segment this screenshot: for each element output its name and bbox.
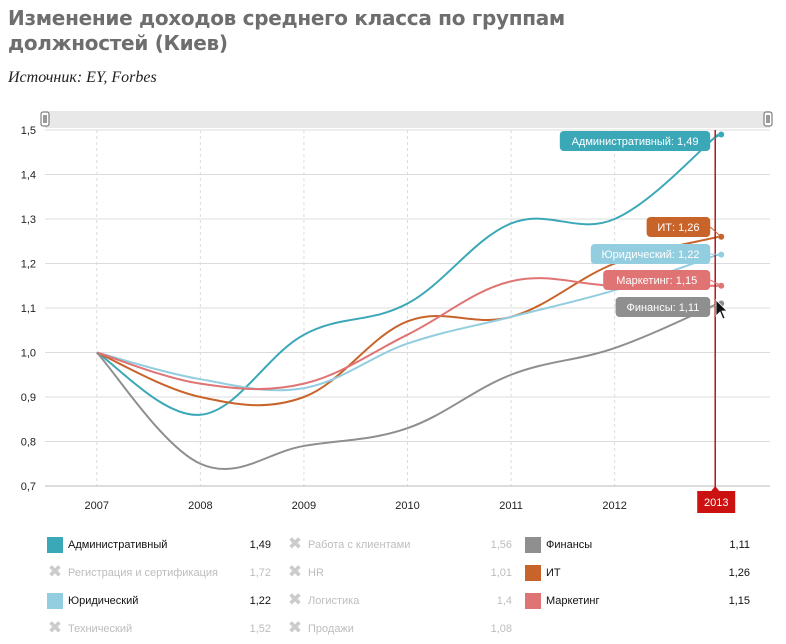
legend-item[interactable]: ✖ HR 1,01 <box>287 564 512 582</box>
legend-label: HR <box>308 567 324 579</box>
legend-value: 1,15 <box>728 595 750 607</box>
disabled-x-icon: ✖ <box>47 562 63 582</box>
legend-label: Юридический <box>68 595 139 607</box>
disabled-x-icon: ✖ <box>287 534 303 554</box>
mouse-cursor-icon <box>715 299 728 320</box>
x-tick-label: 2007 <box>85 500 109 512</box>
legend-label: Продажи <box>308 623 354 635</box>
tooltip-finance <box>615 297 711 317</box>
legend-label: Регистрация и сертификация <box>68 567 219 579</box>
legend-value: 1,52 <box>249 623 271 635</box>
tooltip-connector <box>709 279 722 287</box>
legend-value: 1,01 <box>490 567 512 579</box>
cursor-label-box <box>697 491 736 513</box>
legend-item[interactable]: ✖ Логистика 1,4 <box>287 592 512 610</box>
legend-value: 1,49 <box>249 539 271 551</box>
series-line-legal[interactable] <box>96 253 719 392</box>
tooltip-label-marketing: Маркетинг: 1,15 <box>616 275 697 287</box>
cursor-label-text: 2013 <box>704 497 728 509</box>
legend-label: Работа с клиентами <box>308 539 411 551</box>
legend-label: Маркетинг <box>546 595 600 607</box>
source-note: Источник: EY, Forbes <box>8 69 157 86</box>
legend-item[interactable]: Финансы 1,11 <box>525 536 750 554</box>
legend-item[interactable]: ✖ Продажи 1,08 <box>287 620 512 638</box>
range-selector-bar[interactable] <box>45 111 770 128</box>
legend-value: 1,4 <box>496 595 512 607</box>
x-tick-label: 2009 <box>292 500 316 512</box>
tooltip-legal <box>590 244 711 264</box>
tooltip-connector <box>709 134 722 142</box>
y-tick-label: 0,8 <box>21 437 36 449</box>
range-handle-right[interactable] <box>763 111 773 127</box>
legend-swatch <box>525 537 541 553</box>
legend-swatch <box>47 537 63 553</box>
tooltip-label-it: ИТ: 1,26 <box>657 222 699 234</box>
tooltip-label-legal: Юридический: 1,22 <box>602 249 700 261</box>
legend-item[interactable]: ✖ Работа с клиентами 1,56 <box>287 536 512 554</box>
series-line-admin[interactable] <box>96 133 719 416</box>
legend-value: 1,11 <box>729 539 750 551</box>
legend-item[interactable]: Маркетинг 1,15 <box>525 592 750 610</box>
legend-label: Технический <box>68 623 133 635</box>
legend-label: Административный <box>68 539 168 551</box>
y-tick-label: 0,9 <box>21 392 36 404</box>
legend-value: 1,22 <box>249 595 271 607</box>
legend-swatch <box>525 565 541 581</box>
disabled-x-icon: ✖ <box>287 562 303 582</box>
legend-item[interactable]: ✖ Технический 1,52 <box>47 620 271 638</box>
tooltip-marketing <box>603 270 711 290</box>
x-tick-label: 2010 <box>395 500 419 512</box>
disabled-x-icon: ✖ <box>287 590 303 610</box>
legend-swatch <box>525 593 541 609</box>
series-line-finance[interactable] <box>96 302 719 470</box>
x-tick-label: 2008 <box>188 500 212 512</box>
legend-value: 1,56 <box>490 539 512 551</box>
legend-label: ИТ <box>546 567 561 579</box>
disabled-x-icon: ✖ <box>287 618 303 638</box>
legend-label: Логистика <box>308 595 360 607</box>
x-tick-label: 2011 <box>499 500 523 512</box>
legend-item[interactable]: Юридический 1,22 <box>47 592 271 610</box>
tooltip-label-admin: Административный: 1,49 <box>572 136 699 148</box>
y-tick-label: 1,5 <box>21 125 36 137</box>
cursor-label-pointer <box>711 486 720 491</box>
tooltip-it <box>646 217 711 237</box>
x-tick-label: 2012 <box>602 500 626 512</box>
y-tick-label: 1,0 <box>21 348 36 360</box>
y-tick-label: 1,1 <box>21 303 36 315</box>
page-title: Изменение доходов среднего класса по гру… <box>8 6 565 55</box>
tooltip-label-finance: Финансы: 1,11 <box>626 302 699 314</box>
y-tick-label: 1,2 <box>21 259 36 271</box>
legend-item[interactable]: ✖ Регистрация и сертификация 1,72 <box>47 564 271 582</box>
y-tick-label: 1,4 <box>21 170 36 182</box>
legend-label: Финансы <box>546 539 593 551</box>
legend-value: 1,26 <box>728 567 750 579</box>
tooltip-admin <box>559 131 711 151</box>
legend-swatch <box>47 593 63 609</box>
legend-value: 1,08 <box>490 623 512 635</box>
legend-value: 1,72 <box>249 567 271 579</box>
range-handle-left[interactable] <box>40 111 50 127</box>
y-tick-label: 0,7 <box>21 481 36 493</box>
tooltip-connector <box>709 226 722 238</box>
disabled-x-icon: ✖ <box>47 618 63 638</box>
legend-item[interactable]: Административный 1,49 <box>47 536 271 554</box>
tooltip-connector <box>710 253 722 256</box>
legend-item[interactable]: ИТ 1,26 <box>525 564 750 582</box>
y-tick-label: 1,3 <box>21 214 36 226</box>
